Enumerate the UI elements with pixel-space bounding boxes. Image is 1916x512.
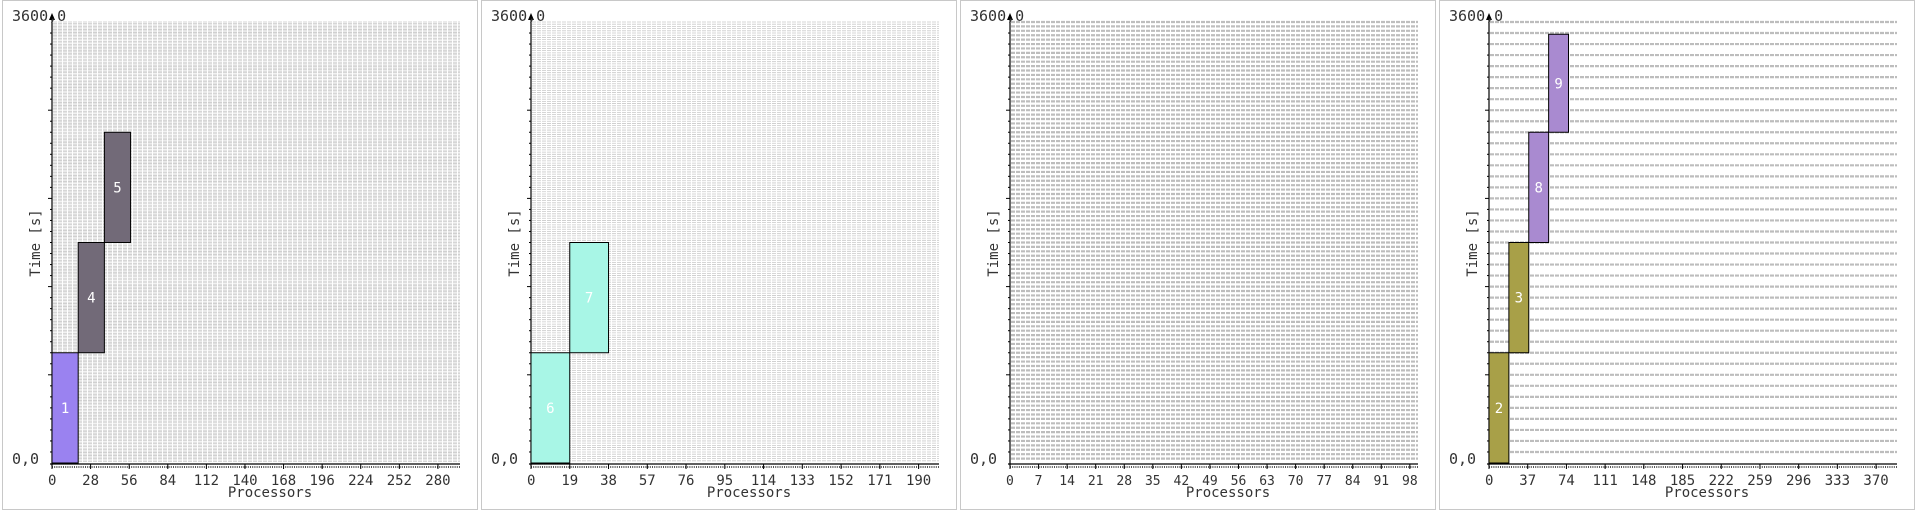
job-bar-label: 9 [1554, 76, 1562, 92]
x-tick-label: 37 [1519, 473, 1536, 489]
x-tick-label: 0 [48, 473, 56, 489]
x-tick-label: 296 [1786, 473, 1811, 489]
y-top-label: 3600,0 [1449, 7, 1503, 25]
x-tick-label: 57 [639, 473, 656, 489]
x-tick-label: 0 [527, 473, 535, 489]
x-tick-label: 148 [1631, 473, 1656, 489]
x-axis-label: Processors [707, 485, 791, 501]
x-tick-label: 196 [310, 473, 335, 489]
x-tick-label: 74 [1558, 473, 1575, 489]
chart-svg: 3600,0 0,0 Time [s] 0 28 56 84 112 140 168 196 224 2… [12, 7, 460, 501]
job-bar-1 [51, 352, 79, 464]
y-axis-label: Time [s] [1465, 209, 1481, 276]
x-tick-label: 76 [678, 473, 695, 489]
job-bar-2 [1488, 352, 1510, 464]
job-bar-label: 3 [1515, 291, 1523, 307]
y-axis-arrow-icon [1007, 13, 1013, 20]
y-axis-label: Time [s] [507, 209, 523, 276]
x-tick-label: 70 [1288, 474, 1304, 489]
x-axis-label: Processors [1186, 485, 1270, 501]
processor-grid [532, 21, 939, 462]
y-bottom-label: 0,0 [1449, 450, 1476, 468]
x-tick-label: 7 [1035, 474, 1043, 489]
x-tick-label: 152 [828, 473, 853, 489]
y-axis-arrow-icon [1486, 13, 1492, 20]
x-tick-label: 222 [1709, 473, 1734, 489]
y-top-label: 3600,0 [12, 7, 66, 25]
x-tick-label: 114 [751, 473, 776, 489]
x-tick-label: 185 [1670, 473, 1695, 489]
x-tick-label: 63 [1259, 474, 1275, 489]
job-bar-label: 5 [113, 180, 121, 196]
y-axis-label: Time [s] [28, 209, 44, 276]
processor-grid [1490, 20, 1897, 454]
x-tick-label: 91 [1373, 474, 1389, 489]
x-tick-label: 133 [790, 473, 815, 489]
x-tick-label: 28 [1116, 474, 1132, 489]
x-tick-label: 98 [1402, 474, 1418, 489]
x-tick-label: 14 [1059, 474, 1075, 489]
job-bar-label: 7 [585, 291, 593, 307]
x-tick-label: 49 [1202, 474, 1218, 489]
job-bar-4 [77, 242, 105, 354]
x-tick-label: 0 [1485, 473, 1493, 489]
y-bottom-label: 0,0 [970, 450, 997, 468]
x-tick-label: 56 [121, 473, 138, 489]
x-tick-label: 370 [1863, 473, 1888, 489]
x-tick-label: 56 [1231, 474, 1247, 489]
x-tick-label: 84 [159, 473, 176, 489]
chart-svg: 3600,0 0,0 Time [s] 0 37 74 111 148 185 222 259 296… [1449, 7, 1897, 501]
y-axis-label: Time [s] [986, 209, 1002, 276]
job-bar-9 [1548, 33, 1570, 133]
x-tick-label: 259 [1747, 473, 1772, 489]
x-tick-label: 95 [716, 473, 733, 489]
x-tick-label: 19 [561, 473, 578, 489]
x-tick-label: 0 [1006, 474, 1014, 489]
chart-panel-4: 3600,0 0,0 Time [s] 0 37 74 111 148 185 222 259 296… [1439, 0, 1915, 510]
job-bar-5 [103, 131, 132, 243]
y-top-label: 3600,0 [491, 7, 545, 25]
x-tick-label: 38 [600, 473, 617, 489]
chart-panel-2: 3600,0 0,0 Time [s] 0 19 38 57 76 95 114 133 152 171… [481, 0, 957, 510]
x-tick-label: 171 [867, 473, 892, 489]
x-tick-label: 252 [387, 473, 412, 489]
x-tick-label: 84 [1345, 474, 1361, 489]
x-tick-label: 112 [194, 473, 219, 489]
x-tick-label: 224 [348, 473, 373, 489]
x-axis-label: Processors [1665, 485, 1749, 501]
job-bar-7 [569, 242, 610, 354]
x-tick-label: 21 [1088, 474, 1104, 489]
job-bar-label: 6 [546, 401, 554, 417]
y-axis-arrow-icon [49, 13, 55, 20]
x-tick-label: 77 [1316, 474, 1332, 489]
x-tick-label: 333 [1825, 473, 1850, 489]
x-tick-label: 190 [906, 473, 931, 489]
x-tick-label: 168 [271, 473, 296, 489]
job-bar-3 [1508, 242, 1530, 354]
y-bottom-label: 0,0 [12, 450, 39, 468]
y-top-label: 3600,0 [970, 7, 1024, 25]
job-bar-8 [1528, 131, 1550, 243]
y-axis-arrow-icon [528, 13, 534, 20]
x-tick-label: 280 [425, 473, 450, 489]
job-bar-label: 4 [87, 291, 95, 307]
chart-panel-3: 3600,0 0,0 Time [s] 0 7 14 21 28 35 42 49 56 63 70 77 8… [960, 0, 1436, 510]
x-tick-label: 111 [1592, 473, 1617, 489]
chart-panel-1: 3600,0 0,0 Time [s] 0 28 56 84 112 140 168 196 224 2… [2, 0, 478, 510]
job-bar-label: 8 [1534, 180, 1542, 196]
job-bar-label: 1 [61, 401, 69, 417]
processor-grid [1011, 20, 1418, 460]
chart-svg: 3600,0 0,0 Time [s] 0 7 14 21 28 35 42 49 56 63 70 77 8… [970, 7, 1418, 501]
x-tick-label: 42 [1174, 474, 1190, 489]
x-tick-label: 28 [82, 473, 99, 489]
x-tick-label: 35 [1145, 474, 1161, 489]
y-bottom-label: 0,0 [491, 450, 518, 468]
x-tick-label: 140 [232, 473, 257, 489]
job-bar-6 [530, 352, 571, 464]
x-axis-label: Processors [228, 485, 312, 501]
job-bar-label: 2 [1495, 401, 1503, 417]
